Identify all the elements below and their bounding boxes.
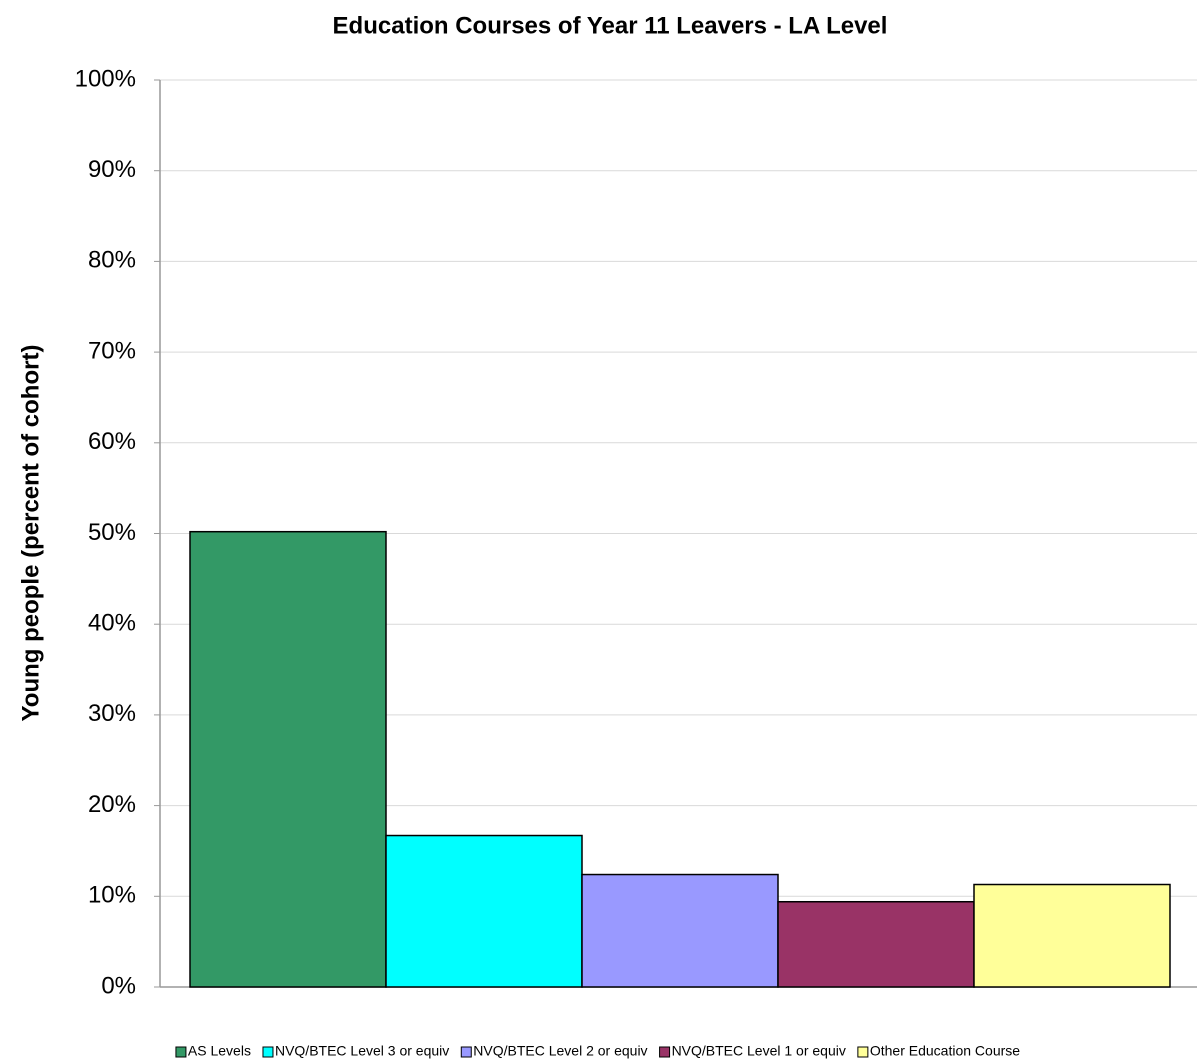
y-axis-label: Young people (percent of cohort): [17, 345, 44, 722]
y-tick-label: 70%: [88, 337, 136, 364]
y-tick-label: 50%: [88, 519, 136, 546]
y-tick-label: 20%: [88, 791, 136, 818]
bar: [973, 883, 1171, 988]
legend-swatch: [857, 1046, 869, 1058]
legend-label: NVQ/BTEC Level 3 or equiv: [275, 1043, 449, 1059]
y-tick-label: 100%: [75, 65, 136, 92]
legend-swatch: [175, 1046, 187, 1058]
bar: [189, 530, 387, 988]
y-tick-label: 10%: [88, 882, 136, 909]
legend-label: AS Levels: [188, 1043, 251, 1059]
bar: [777, 900, 975, 988]
legend-swatch: [659, 1046, 671, 1058]
legend-label: NVQ/BTEC Level 1 or equiv: [672, 1043, 846, 1059]
y-tick-label: 60%: [88, 428, 136, 455]
y-tick-label: 80%: [88, 247, 136, 274]
bar: [581, 873, 779, 988]
chart-title: Education Courses of Year 11 Leavers - L…: [333, 12, 888, 39]
y-tick-label: 30%: [88, 700, 136, 727]
legend-swatch: [262, 1046, 274, 1058]
bar: [385, 834, 583, 988]
y-tick-label: 90%: [88, 156, 136, 183]
y-tick-label: 40%: [88, 610, 136, 637]
legend-label: Other Education Course: [870, 1043, 1020, 1059]
legend-label: NVQ/BTEC Level 2 or equiv: [473, 1043, 647, 1059]
y-tick-label: 0%: [101, 972, 136, 999]
legend-swatch: [460, 1046, 472, 1058]
